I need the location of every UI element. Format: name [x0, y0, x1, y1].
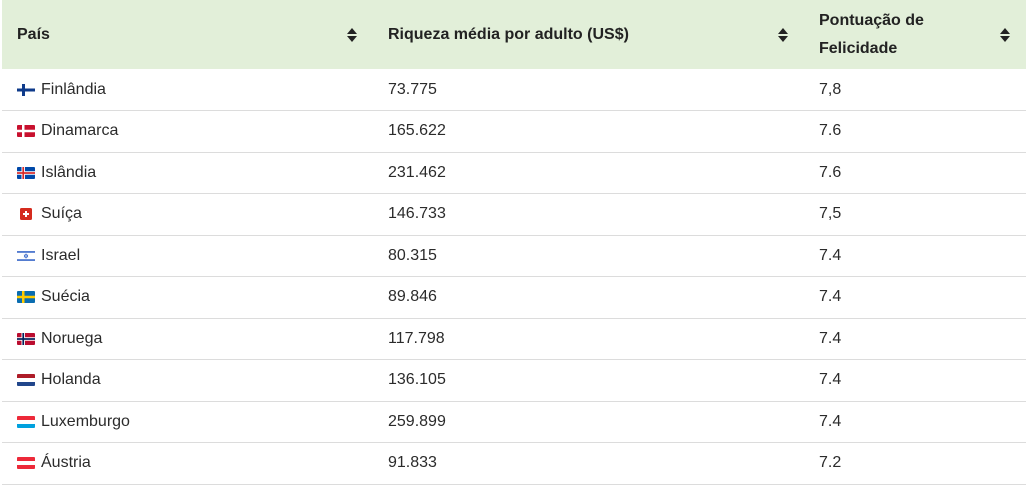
happiness-cell: 7.6 — [819, 122, 842, 140]
happiness-cell: 7.4 — [819, 246, 842, 264]
happiness-cell: 7.4 — [819, 371, 842, 389]
happiness-cell: 7,8 — [819, 80, 842, 98]
country-cell: Luxemburgo — [2, 401, 373, 443]
wealth-cell: 165.622 — [388, 122, 446, 140]
sort-icon[interactable] — [346, 27, 358, 42]
norway-flag-icon — [17, 332, 35, 345]
country-cell: Suíça — [2, 194, 373, 236]
country-name: Noruega — [41, 329, 103, 347]
country-cell: Noruega — [2, 318, 373, 360]
wealth-cell: 146.733 — [388, 205, 446, 223]
country-name: Suécia — [41, 288, 90, 306]
column-header-country-label: País — [17, 25, 50, 43]
column-header-happiness-label-line2: Felicidade — [819, 39, 898, 57]
netherlands-flag-icon — [17, 374, 35, 387]
happiness-cell: 7.4 — [819, 288, 842, 306]
country-name: Suíça — [41, 205, 82, 223]
wealth-cell: 91.833 — [388, 454, 437, 472]
country-cell: Áustria — [2, 443, 373, 485]
finland-flag-icon — [17, 83, 35, 96]
country-name: Áustria — [41, 454, 91, 472]
country-cell: Finlândia — [2, 69, 373, 111]
denmark-flag-icon — [17, 125, 35, 138]
column-header-happiness[interactable]: Pontuação de Felicidade — [804, 0, 1026, 69]
table-row: Suíça 146.733 7,5 — [2, 194, 1026, 236]
country-name: Holanda — [41, 371, 101, 389]
wealth-cell: 73.775 — [388, 80, 437, 98]
wealth-cell: 231.462 — [388, 163, 446, 181]
sort-icon[interactable] — [777, 27, 789, 42]
happiness-cell: 7.4 — [819, 329, 842, 347]
header-row: País Riqueza média por adulto (US$) Pont… — [2, 0, 1026, 69]
table-row: Áustria 91.833 7.2 — [2, 443, 1026, 485]
wealth-cell: 117.798 — [388, 329, 445, 347]
table-header: País Riqueza média por adulto (US$) Pont… — [2, 0, 1026, 69]
wealth-cell: 136.105 — [388, 371, 446, 389]
country-name: Dinamarca — [41, 122, 119, 140]
table-row: Holanda 136.105 7.4 — [2, 360, 1026, 402]
wealth-cell: 259.899 — [388, 412, 446, 430]
country-cell: Islândia — [2, 152, 373, 194]
iceland-flag-icon — [17, 166, 35, 179]
country-cell: Holanda — [2, 360, 373, 402]
luxembourg-flag-icon — [17, 415, 35, 428]
table-row: Luxemburgo 259.899 7.4 — [2, 401, 1026, 443]
table-body: Finlândia 73.775 7,8 Dinamarca 165.622 7… — [2, 69, 1026, 484]
country-cell: Israel — [2, 235, 373, 277]
israel-flag-icon — [17, 249, 35, 262]
country-name: Luxemburgo — [41, 412, 130, 430]
happiness-cell: 7,5 — [819, 205, 842, 223]
table-row: Israel 80.315 7.4 — [2, 235, 1026, 277]
country-name: Islândia — [41, 163, 97, 181]
sweden-flag-icon — [17, 291, 35, 304]
column-header-wealth-label: Riqueza média por adulto (US$) — [388, 25, 629, 43]
happiness-cell: 7.6 — [819, 163, 842, 181]
switzerland-flag-icon — [17, 208, 35, 221]
happiness-cell: 7.4 — [819, 412, 842, 430]
column-header-happiness-label: Pontuação de Felicidade — [819, 7, 924, 63]
country-name: Finlândia — [41, 80, 106, 98]
austria-flag-icon — [17, 457, 35, 470]
country-name: Israel — [41, 246, 81, 264]
table-row: Finlândia 73.775 7,8 — [2, 69, 1026, 111]
table-row: Dinamarca 165.622 7.6 — [2, 111, 1026, 153]
wealth-cell: 89.846 — [388, 288, 437, 306]
column-header-wealth[interactable]: Riqueza média por adulto (US$) — [373, 0, 804, 69]
happiness-cell: 7.2 — [819, 454, 842, 472]
country-cell: Suécia — [2, 277, 373, 319]
table-row: Noruega 117.798 7.4 — [2, 318, 1026, 360]
column-header-happiness-label-line1: Pontuação de — [819, 11, 924, 29]
wealth-cell: 80.315 — [388, 246, 437, 264]
column-header-country[interactable]: País — [2, 0, 373, 69]
country-cell: Dinamarca — [2, 111, 373, 153]
sort-icon[interactable] — [999, 27, 1011, 42]
table-row: Islândia 231.462 7.6 — [2, 152, 1026, 194]
table-row: Suécia 89.846 7.4 — [2, 277, 1026, 319]
